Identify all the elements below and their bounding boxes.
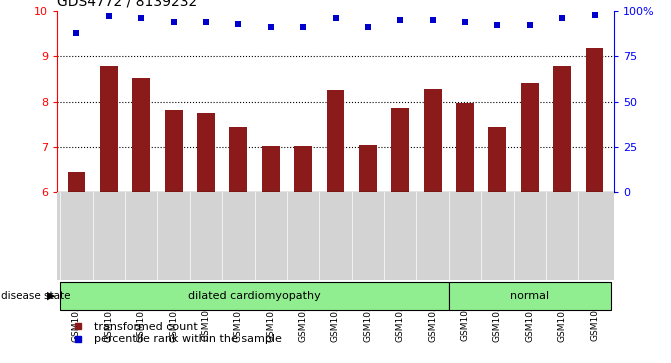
- Bar: [132, 78, 150, 192]
- Bar: [60, 282, 449, 310]
- Point: [492, 23, 503, 28]
- Bar: [554, 66, 571, 192]
- Point: [557, 15, 568, 21]
- Point: [298, 24, 309, 30]
- Point: [265, 24, 276, 30]
- Point: [233, 21, 244, 26]
- Point: [168, 19, 179, 25]
- Point: [589, 12, 600, 17]
- Point: [71, 30, 82, 36]
- Point: [427, 17, 438, 23]
- Text: normal: normal: [510, 291, 550, 301]
- Point: [525, 23, 535, 28]
- Bar: [68, 172, 85, 192]
- Bar: [100, 66, 117, 192]
- Point: [362, 24, 373, 30]
- Bar: [391, 109, 409, 192]
- Bar: [229, 127, 248, 192]
- Point: [201, 19, 211, 25]
- Bar: [521, 82, 539, 192]
- Bar: [327, 90, 344, 192]
- Bar: [164, 110, 183, 192]
- Text: GDS4772 / 8139232: GDS4772 / 8139232: [57, 0, 197, 8]
- Legend: transformed count, percentile rank within the sample: transformed count, percentile rank withi…: [62, 318, 286, 349]
- Bar: [586, 48, 603, 192]
- Text: disease state: disease state: [1, 291, 71, 301]
- Bar: [197, 113, 215, 192]
- Text: dilated cardiomyopathy: dilated cardiomyopathy: [188, 291, 321, 301]
- Bar: [456, 102, 474, 192]
- Bar: [359, 145, 377, 192]
- Text: ▶: ▶: [48, 291, 56, 301]
- Point: [103, 13, 114, 19]
- Bar: [423, 89, 442, 192]
- Point: [460, 19, 470, 25]
- Point: [395, 17, 406, 23]
- Bar: [294, 146, 312, 192]
- Bar: [449, 282, 611, 310]
- Point: [330, 15, 341, 21]
- Bar: [262, 146, 280, 192]
- Point: [136, 15, 146, 21]
- Bar: [488, 127, 507, 192]
